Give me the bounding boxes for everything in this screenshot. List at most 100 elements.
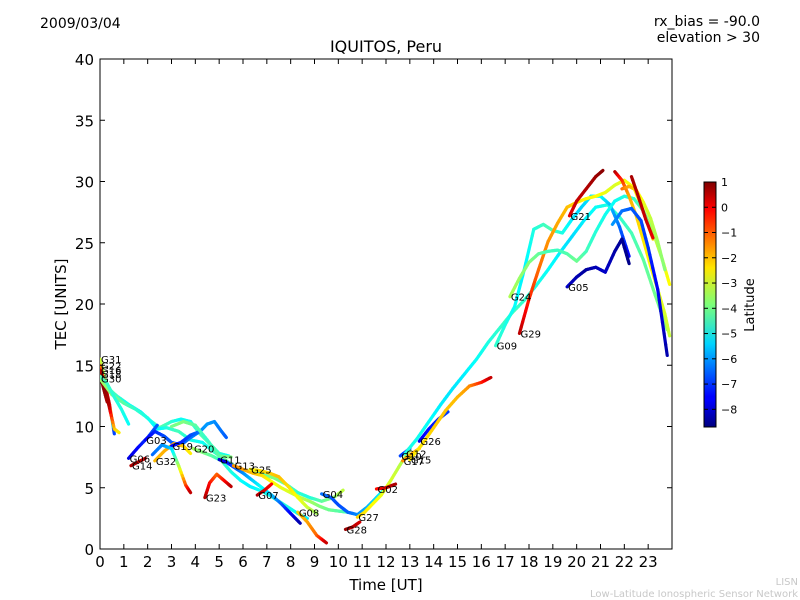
satellite-label: G07 xyxy=(258,491,278,502)
satellite-label: G21 xyxy=(571,212,591,223)
satellite-label: G02 xyxy=(377,485,397,496)
satellite-label: G13 xyxy=(234,462,254,473)
satellite-label: G15 xyxy=(411,456,431,467)
credit-long: Low-Latitude Ionospheric Sensor Network xyxy=(590,589,798,600)
x-tick-label: 1 xyxy=(119,553,129,571)
satellite-label: G04 xyxy=(323,490,343,501)
y-tick-label: 10 xyxy=(75,419,94,437)
x-tick-label: 12 xyxy=(376,553,395,571)
satellite-label: G30 xyxy=(101,375,121,386)
data-point xyxy=(444,410,450,415)
data-point xyxy=(626,257,631,266)
satellite-label: G06 xyxy=(130,454,150,465)
data-point xyxy=(187,450,193,456)
data-point xyxy=(625,249,631,258)
data-point xyxy=(659,309,665,324)
colorbar-gradient xyxy=(703,181,717,428)
series-unlabeled xyxy=(150,443,193,495)
colorbar-tick-label: −4 xyxy=(721,302,737,315)
series-unlabeled xyxy=(169,420,233,459)
elevation-text: elevation > 30 xyxy=(656,30,760,46)
data-point xyxy=(125,420,131,426)
x-tick-label: 3 xyxy=(167,553,177,571)
satellite-label: G29 xyxy=(520,329,540,340)
x-tick-label: 7 xyxy=(262,553,272,571)
y-tick-label: 20 xyxy=(75,296,94,314)
x-tick-label: 2 xyxy=(143,553,153,571)
series-g15 xyxy=(408,375,493,462)
colorbar-label: Latitude xyxy=(743,278,758,332)
y-tick-label: 25 xyxy=(75,235,94,253)
satellite-label: G25 xyxy=(251,465,271,476)
x-tick-label: 18 xyxy=(519,553,538,571)
series-unlabeled xyxy=(629,175,655,240)
satellite-label: G14 xyxy=(132,462,152,473)
x-tick-label: 8 xyxy=(286,553,296,571)
colorbar-tick-label: 0 xyxy=(721,201,728,214)
x-tick-label: 4 xyxy=(191,553,201,571)
x-tick-label: 10 xyxy=(329,553,348,571)
data-point xyxy=(600,168,605,174)
satellite-label: G16 xyxy=(101,366,121,377)
y-axis-label: TEC [UNITS] xyxy=(52,259,70,351)
rx-bias-text: rx_bias = -90.0 xyxy=(653,14,760,30)
series-g21 xyxy=(567,168,605,218)
series-g14 xyxy=(129,456,147,468)
x-axis-label: Time [UT] xyxy=(348,576,422,594)
data-point xyxy=(487,375,493,380)
satellite-label: G18 xyxy=(101,370,121,381)
colorbar-tick-label: 1 xyxy=(721,176,728,189)
x-tick-label: 22 xyxy=(615,553,634,571)
satellite-label: G32 xyxy=(156,457,176,468)
satellite-label: G31 xyxy=(101,355,121,366)
plot-area xyxy=(99,58,673,550)
data-point xyxy=(662,263,667,272)
satellite-label: G24 xyxy=(511,293,531,304)
data-point xyxy=(116,430,121,435)
data-point xyxy=(323,540,329,545)
series-unlabeled xyxy=(100,374,131,426)
data-point xyxy=(104,398,109,404)
data-point xyxy=(154,423,159,429)
satellite-label: G09 xyxy=(497,342,517,353)
data-point xyxy=(392,482,398,487)
y-tick-label: 15 xyxy=(75,357,94,375)
series-g08 xyxy=(296,510,329,545)
series-g28 xyxy=(343,520,362,532)
series-g05 xyxy=(565,237,631,289)
satellite-label: G03 xyxy=(146,436,166,447)
satellite-label: G05 xyxy=(568,283,588,294)
x-tick-label: 17 xyxy=(496,553,515,571)
x-tick-label: 9 xyxy=(310,553,320,571)
data-point xyxy=(339,488,345,494)
data-point xyxy=(650,233,655,240)
colorbar-tick-label: −8 xyxy=(721,403,737,416)
x-tick-label: 14 xyxy=(424,553,443,571)
x-tick-label: 6 xyxy=(238,553,248,571)
satellite-label: G26 xyxy=(420,437,440,448)
y-tick-label: 35 xyxy=(75,112,94,130)
colorbar-tick-label: −7 xyxy=(721,378,737,391)
axes-layer: 0 1 2 3 4 5 6 7 8 9 10 11 12 13 14 15 16 17 18 19 20 21 22 2305… xyxy=(75,51,672,571)
x-tick-label: 5 xyxy=(214,553,224,571)
satellite-label: G08 xyxy=(299,508,319,519)
satellite-label: G12 xyxy=(406,449,426,460)
colorbar-ticks: 1 0 −1 −2 −3 −4 −5 −6 −7 −8 xyxy=(704,176,737,416)
data-point xyxy=(657,298,663,313)
y-tick-label: 0 xyxy=(84,541,94,559)
data-point xyxy=(356,520,362,525)
x-tick-label: 15 xyxy=(448,553,467,571)
series-layer xyxy=(100,168,672,545)
series-g02 xyxy=(374,482,398,491)
credit-short: LISN xyxy=(775,577,798,588)
colorbar: 1 0 −1 −2 −3 −4 −5 −6 −7 −8 Latitude xyxy=(703,176,758,428)
series-g25 xyxy=(248,467,319,516)
y-tick-label: 5 xyxy=(84,480,94,498)
satellite-label: G22 xyxy=(101,361,121,372)
x-tick-label: 20 xyxy=(567,553,586,571)
x-tick-label: 23 xyxy=(639,553,658,571)
satellite-label: G28 xyxy=(346,525,366,536)
y-tick-label: 40 xyxy=(75,51,94,69)
